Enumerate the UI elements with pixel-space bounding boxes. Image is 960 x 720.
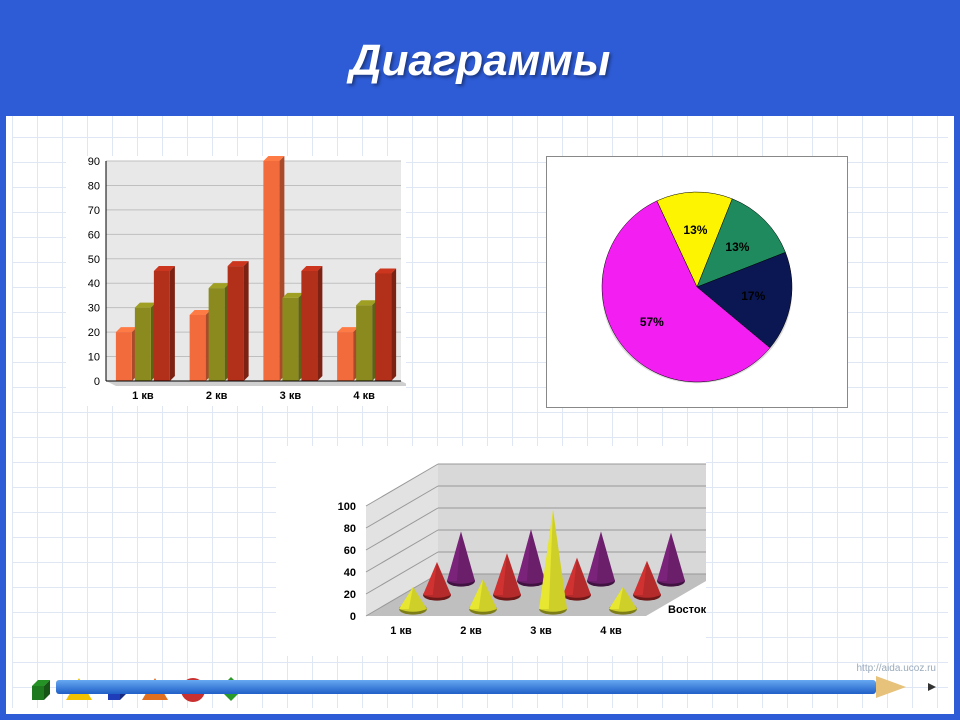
svg-text:13%: 13% — [683, 223, 707, 237]
svg-text:80: 80 — [344, 523, 356, 535]
svg-text:20: 20 — [344, 589, 356, 601]
svg-text:20: 20 — [88, 327, 100, 339]
svg-text:0: 0 — [350, 611, 356, 623]
svg-text:30: 30 — [88, 303, 100, 315]
svg-text:0: 0 — [94, 376, 100, 388]
svg-text:3 кв: 3 кв — [530, 625, 552, 637]
svg-text:3 кв: 3 кв — [280, 390, 302, 402]
svg-text:40: 40 — [344, 567, 356, 579]
svg-text:90: 90 — [88, 156, 100, 168]
bar-chart: 0 10 20 30 40 50 60 70 80 90 1 кв 2 кв 3 кв 4 кв — [66, 156, 406, 406]
svg-text:100: 100 — [338, 501, 356, 513]
title-bar: Диаграммы — [6, 6, 954, 116]
svg-text:1 кв: 1 кв — [390, 625, 412, 637]
svg-text:40: 40 — [88, 278, 100, 290]
svg-text:1 кв: 1 кв — [132, 390, 154, 402]
svg-text:10: 10 — [88, 352, 100, 364]
svg-text:Восток: Восток — [668, 604, 706, 616]
svg-text:2 кв: 2 кв — [206, 390, 228, 402]
pencil-tip-icon — [876, 676, 906, 698]
svg-text:4 кв: 4 кв — [353, 390, 375, 402]
svg-text:60: 60 — [344, 545, 356, 557]
svg-text:13%: 13% — [725, 240, 749, 254]
svg-text:4 кв: 4 кв — [600, 625, 622, 637]
svg-text:80: 80 — [88, 180, 100, 192]
slide-title: Диаграммы — [350, 36, 611, 86]
svg-text:17%: 17% — [741, 289, 765, 303]
watermark-url: http://aida.ucoz.ru — [857, 663, 937, 674]
svg-text:50: 50 — [88, 254, 100, 266]
svg-text:2 кв: 2 кв — [460, 625, 482, 637]
cone-chart: 0204060801001 кв2 кв3 кв4 квСеверВосток — [276, 446, 706, 656]
pie-chart: 13% 13% 17% 57% — [546, 156, 848, 408]
pencil-decoration — [56, 680, 876, 694]
cone-chart-svg: 0204060801001 кв2 кв3 кв4 квСеверВосток — [276, 446, 706, 656]
svg-text:57%: 57% — [640, 315, 664, 329]
footer-cube-icon — [26, 674, 56, 704]
svg-text:60: 60 — [88, 229, 100, 241]
pie-chart-svg: 13% 13% 17% 57% — [547, 157, 847, 407]
slide: Диаграммы 0 10 20 30 40 50 60 70 80 90 1 кв 2 кв 3 к… — [0, 0, 960, 720]
bar-chart-svg: 0 10 20 30 40 50 60 70 80 90 1 кв 2 кв 3 кв 4 кв — [66, 156, 406, 406]
svg-text:70: 70 — [88, 205, 100, 217]
